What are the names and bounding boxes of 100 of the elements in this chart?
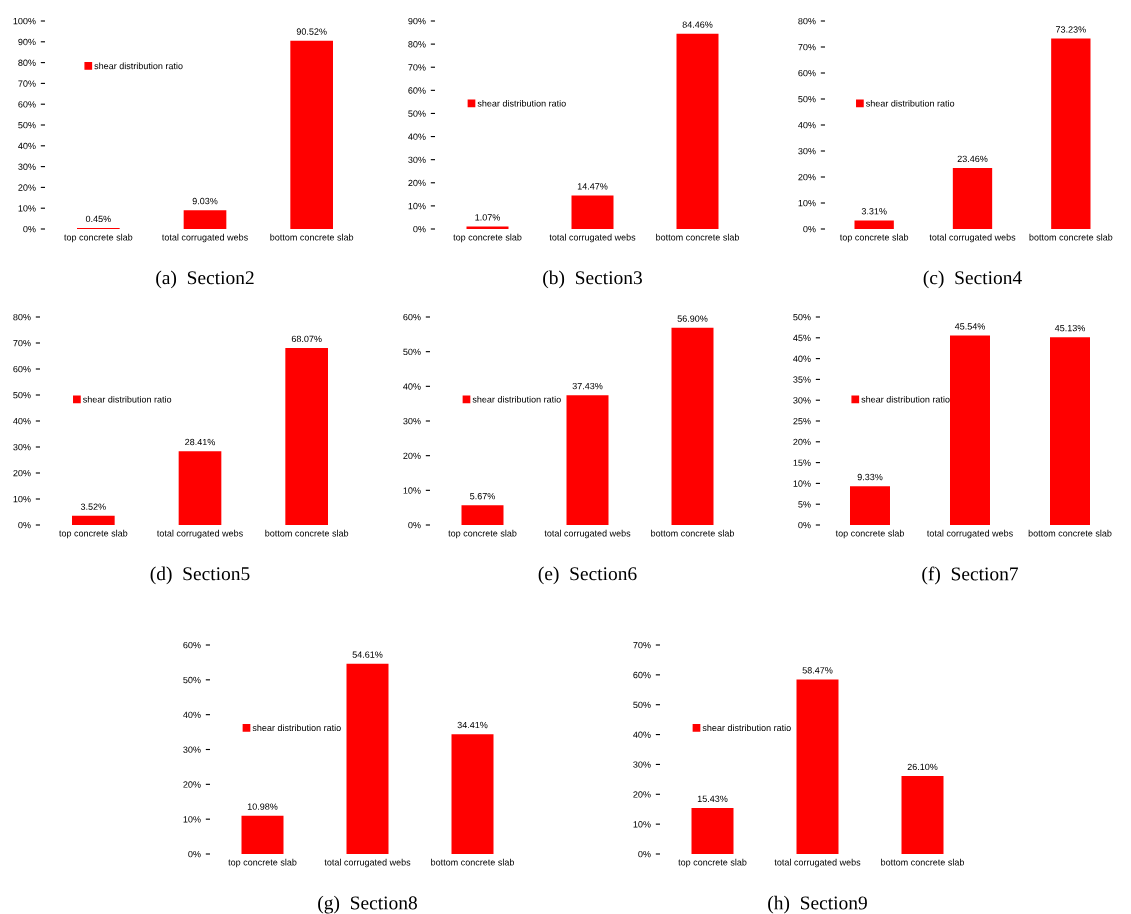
y-tick-label: 60%: [403, 313, 421, 321]
y-tick-label: 50%: [13, 391, 31, 399]
data-label: 10.98%: [247, 803, 278, 810]
legend-label: shear distribution ratio: [94, 62, 183, 70]
x-tick-label: total corrugated webs: [929, 233, 1016, 243]
legend-label: shear distribution ratio: [252, 724, 341, 732]
y-tick-label: 20%: [633, 791, 651, 798]
y-tick-label: 10%: [408, 202, 426, 210]
y-tick-label: 30%: [13, 443, 31, 451]
y-tick-label: 40%: [408, 133, 426, 140]
y-tick-label: 30%: [183, 746, 201, 753]
text: (g) Section8: [318, 895, 417, 914]
x-tick-label: bottom concrete slab: [431, 858, 515, 866]
data-label: 3.52%: [80, 503, 106, 510]
y-tick-label: 0%: [803, 225, 816, 233]
x-tick-label: total corrugated webs: [549, 233, 636, 243]
y-tick-label: 90%: [408, 17, 426, 25]
y-tick-label: 50%: [403, 348, 421, 356]
legend-label: shear distribution ratio: [866, 99, 955, 107]
y-tick-label: 80%: [408, 41, 426, 48]
y-tick-label: 60%: [13, 365, 31, 373]
bar: [1051, 38, 1091, 229]
bar: [850, 486, 890, 525]
bar: [178, 451, 222, 525]
x-tick-label: top concrete slab: [228, 858, 297, 868]
data-label: 73.23%: [1055, 26, 1086, 33]
x-tick-label: bottom concrete slab: [1029, 233, 1113, 241]
x-tick-label: total corrugated webs: [161, 233, 248, 243]
bar: [901, 776, 944, 854]
bar: [691, 807, 734, 854]
y-tick-label: 60%: [408, 87, 426, 94]
x-tick-label: total corrugated webs: [544, 529, 631, 539]
data-label: 54.61%: [352, 651, 383, 658]
data-label: 45.54%: [954, 323, 985, 330]
y-tick-label: 10%: [183, 816, 201, 823]
bar: [571, 195, 614, 229]
data-label: 68.07%: [291, 335, 322, 343]
data-label: 34.41%: [457, 721, 488, 729]
y-tick-label: 40%: [18, 142, 36, 150]
y-tick-label: 20%: [13, 469, 31, 477]
y-tick-label: 70%: [13, 339, 31, 347]
y-tick-label: 70%: [633, 641, 651, 649]
legend-label: shear distribution ratio: [472, 395, 561, 403]
y-tick-label: 60%: [798, 69, 816, 77]
x-tick-label: top concrete slab: [59, 529, 128, 539]
y-tick-label: 40%: [183, 711, 201, 719]
y-tick-label: 25%: [793, 417, 811, 425]
y-tick-label: 20%: [18, 184, 36, 191]
bar: [1050, 337, 1090, 525]
bar: [241, 815, 284, 854]
y-tick-label: 5%: [798, 501, 811, 508]
bar: [346, 663, 389, 854]
x-tick-label: top concrete slab: [839, 233, 909, 243]
data-label: 3.31%: [861, 208, 887, 215]
x-tick-label: bottom concrete slab: [1028, 529, 1112, 537]
y-tick-label: 80%: [798, 17, 816, 25]
data-label: 14.47%: [577, 183, 608, 190]
x-tick-label: bottom concrete slab: [270, 233, 354, 241]
bar: [290, 40, 333, 229]
bar: [461, 505, 504, 525]
y-tick-label: 60%: [183, 641, 201, 649]
y-tick-label: 10%: [633, 821, 651, 828]
y-tick-label: 100%: [13, 17, 36, 25]
data-label: 5.67%: [470, 493, 495, 500]
y-tick-label: 60%: [18, 101, 36, 108]
y-tick-label: 0%: [408, 521, 421, 529]
y-tick-label: 0%: [638, 850, 651, 858]
y-tick-label: 10%: [403, 487, 421, 494]
bar: [72, 515, 115, 525]
data-label: 0.45%: [85, 215, 111, 223]
x-tick-label: top concrete slab: [678, 858, 747, 868]
legend-label: shear distribution ratio: [702, 724, 791, 732]
text: (c) Section4: [923, 270, 1022, 289]
bar: [451, 734, 494, 854]
legend-label: shear distribution ratio: [83, 395, 172, 403]
y-tick-label: 10%: [18, 205, 36, 212]
y-tick-label: 30%: [403, 417, 421, 425]
data-label: 84.46%: [682, 21, 713, 28]
x-tick-label: top concrete slab: [453, 233, 522, 243]
y-tick-label: 50%: [183, 676, 201, 684]
y-tick-label: 20%: [183, 781, 201, 788]
text: (e) Section6: [538, 566, 637, 585]
y-tick-label: 20%: [793, 438, 811, 446]
y-tick-label: 20%: [403, 452, 421, 460]
text: (f) Section7: [922, 566, 1019, 585]
y-tick-label: 10%: [793, 480, 811, 487]
y-tick-label: 40%: [633, 731, 651, 738]
data-label: 9.33%: [857, 473, 883, 481]
x-tick-label: top concrete slab: [835, 529, 904, 539]
data-label: 90.52%: [296, 28, 327, 35]
y-tick-label: 0%: [798, 521, 811, 529]
y-tick-label: 50%: [633, 701, 651, 709]
text: (d) Section5: [150, 566, 250, 585]
y-tick-label: 10%: [13, 495, 31, 503]
data-label: 26.10%: [907, 763, 938, 771]
y-tick-label: 0%: [188, 850, 201, 858]
y-tick-label: 20%: [798, 173, 816, 181]
legend-label: shear distribution ratio: [861, 395, 950, 403]
x-tick-label: bottom concrete slab: [656, 233, 740, 241]
x-tick-label: bottom concrete slab: [651, 529, 735, 537]
